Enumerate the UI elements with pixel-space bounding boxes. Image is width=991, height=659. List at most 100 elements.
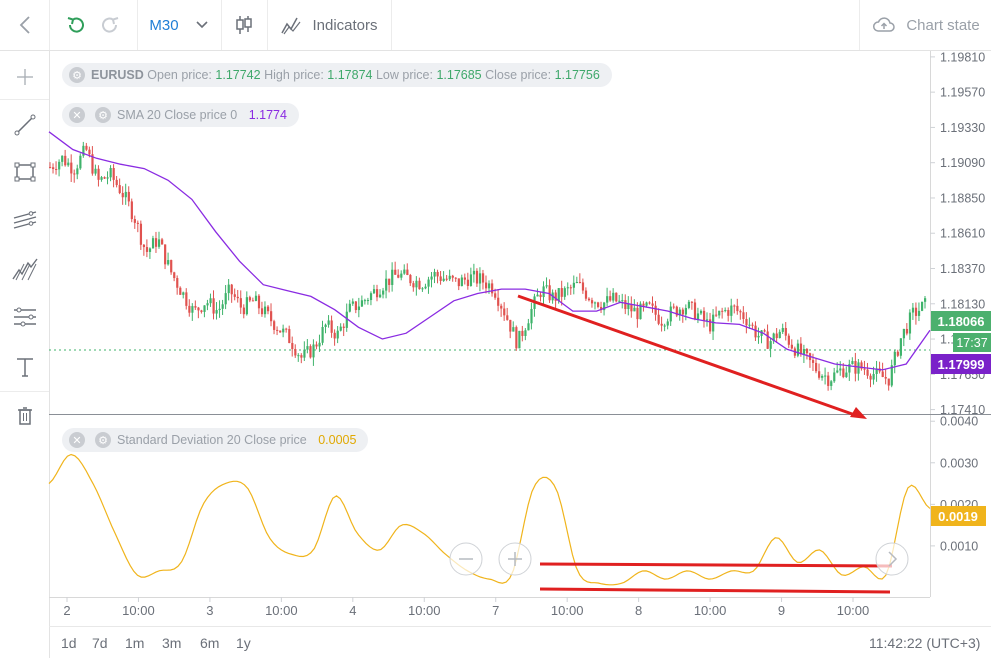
timeframe-select[interactable]: M30 [137,0,222,50]
range-6m[interactable]: 6m [200,635,220,651]
candle-body [454,277,457,279]
text-tool[interactable] [0,347,49,387]
candle-body [139,223,143,245]
candle-body [212,298,215,314]
candle-body [173,272,176,279]
candle-body [70,162,73,174]
candle-body [539,294,542,298]
countdown-value: 17:37 [956,336,987,350]
candle-body [394,269,397,275]
candle-body [397,274,400,278]
gear-icon[interactable]: ⚙ [95,107,111,123]
candle-body [366,300,370,302]
close-label: Close price: [485,68,552,82]
gear-icon[interactable]: ⚙ [95,432,111,448]
fib-tool[interactable] [0,249,49,289]
candle-body [176,278,179,288]
candle-body [254,295,258,301]
range-1y[interactable]: 1y [236,635,251,651]
candle-body [554,292,557,301]
candle-body [385,278,388,291]
close-icon[interactable]: ✕ [69,432,85,448]
candle-body [563,288,566,297]
candles-icon [236,16,252,34]
time-tick-label: 8 [635,603,642,618]
redo-icon[interactable] [99,14,121,36]
candle-body [811,360,815,363]
candle-body [418,280,421,290]
candle-body [76,168,79,175]
candle-body [796,343,800,356]
candle-body [745,318,748,326]
range-7d[interactable]: 7d [92,635,108,651]
scroll-right-button[interactable] [875,542,909,576]
candle-body [651,303,654,306]
candle-body [914,307,918,316]
candle-body [375,289,379,298]
history-buttons [49,0,138,50]
refresh-icon[interactable] [65,14,87,36]
candle-body [488,283,491,289]
candle-body [164,244,167,265]
candle-body [675,306,678,316]
crosshair-tool[interactable] [0,55,49,100]
high-label: High price: [264,68,324,82]
candle-body [542,286,545,298]
indicators-label: Indicators [312,16,378,34]
candle-body [318,342,321,347]
price-tick-label: 1.18850 [940,191,985,205]
annotation-line-lower [539,587,891,594]
annotation-arrowhead [850,407,867,419]
candle-body [630,304,633,312]
delete-drawings-button[interactable] [0,391,49,440]
trendline-tool[interactable] [0,105,49,145]
candle-body [466,279,470,286]
candle-body [896,351,899,356]
candle-body [751,324,754,326]
candle-body [503,308,506,316]
candle-body [715,314,718,316]
candle-body [548,285,551,301]
price-tick-label: 1.19570 [940,86,985,100]
stddev-line [48,453,931,586]
candle-body [609,296,612,301]
back-button[interactable] [0,0,50,50]
candle-body [303,349,306,358]
candle-body [52,167,55,170]
indicators-button[interactable]: Indicators [267,0,392,50]
candle-body [805,349,809,354]
open-label: Open price: [147,68,212,82]
candle-body [306,346,309,350]
candle-body [103,177,106,179]
candle-body [799,343,803,355]
rectangle-tool[interactable] [0,152,49,192]
close-icon[interactable]: ✕ [69,107,85,123]
levels-tool[interactable] [0,297,49,337]
candle-body [757,335,760,338]
candle-body [336,330,339,339]
candle-body [572,282,575,288]
chart-type-button[interactable] [221,0,268,50]
price-tick-label: 1.18130 [940,297,985,311]
candle-body [612,292,615,301]
time-axis[interactable]: 2 10:00 3 10:00 4 10:00 7 10:00 8 10:00 9 10:00 [63,597,869,618]
candle-body [866,369,869,376]
candle-body [294,349,297,356]
candle-body [436,271,439,277]
chart-state-button[interactable]: Chart state [859,0,991,50]
candle-body [285,328,288,330]
candle-body [327,320,330,325]
candle-body [191,306,194,313]
range-1d[interactable]: 1d [61,635,77,651]
zoom-out-button[interactable] [449,542,483,576]
last-price-value: 1.18066 [938,314,985,329]
range-1m[interactable]: 1m [125,635,145,651]
candle-body [693,302,697,320]
channel-tool[interactable] [0,200,49,240]
range-3m[interactable]: 3m [162,635,182,651]
candle-body [188,305,191,313]
zoom-in-button[interactable] [498,542,532,576]
gear-icon[interactable]: ⚙ [69,67,85,83]
